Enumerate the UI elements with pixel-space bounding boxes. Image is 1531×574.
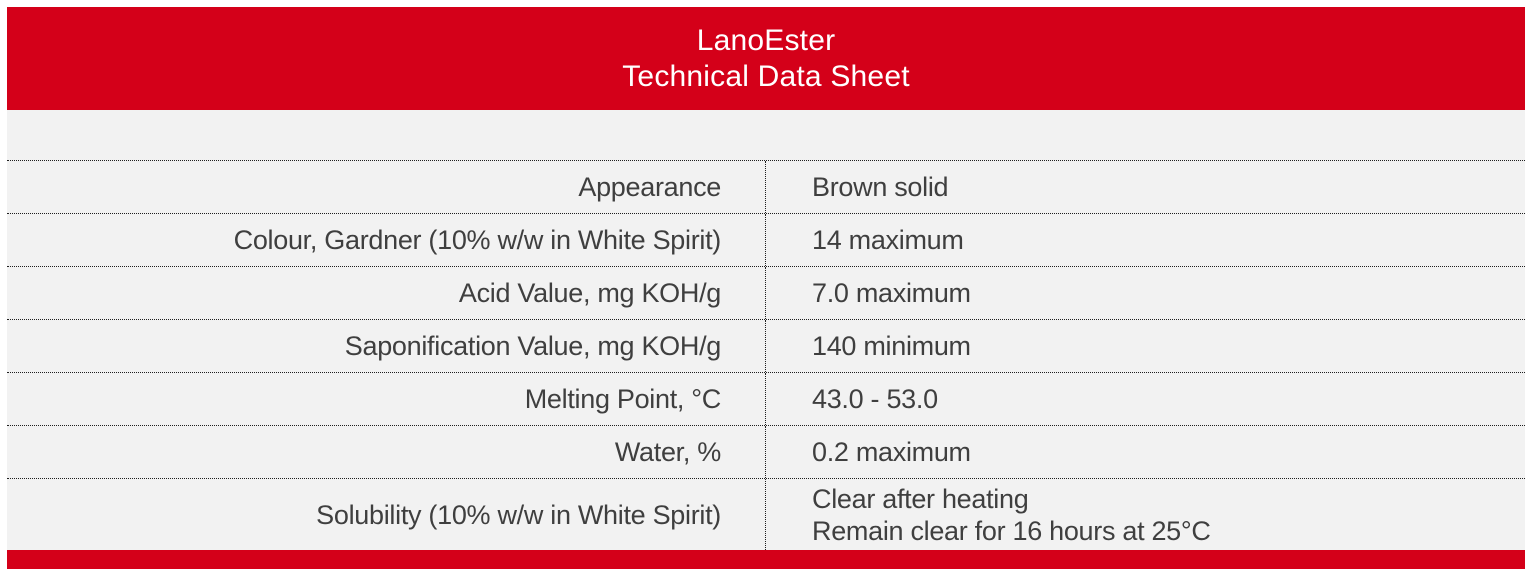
property-cell: Saponification Value, mg KOH/g (7, 320, 766, 372)
property-cell: Colour, Gardner (10% w/w in White Spirit… (7, 214, 766, 266)
value-line: 0.2 maximum (812, 437, 971, 467)
value-line: 7.0 maximum (812, 278, 971, 308)
property-cell: Solubility (10% w/w in White Spirit) (7, 479, 766, 550)
table-spacer-row (7, 110, 1525, 161)
value-cell: 0.2 maximum (766, 426, 1525, 478)
document-title: LanoEster (696, 23, 836, 57)
document-subtitle: Technical Data Sheet (622, 59, 910, 93)
spec-table-body: Appearance Brown solid Colour, Gardner (… (7, 161, 1525, 550)
value-line: Brown solid (812, 172, 949, 202)
value-line: 14 maximum (812, 225, 964, 255)
value-cell: 140 minimum (766, 320, 1525, 372)
property-cell: Acid Value, mg KOH/g (7, 267, 766, 319)
table-row: Melting Point, °C 43.0 - 53.0 (7, 373, 1525, 426)
table-row: Colour, Gardner (10% w/w in White Spirit… (7, 214, 1525, 267)
value-cell: 7.0 maximum (766, 267, 1525, 319)
property-cell: Water, % (7, 426, 766, 478)
value-line: 43.0 - 53.0 (812, 384, 938, 414)
value-line: Remain clear for 16 hours at 25°C (812, 515, 1211, 546)
table-row: Water, % 0.2 maximum (7, 426, 1525, 479)
value-cell: Clear after heating Remain clear for 16 h… (766, 479, 1525, 550)
table-row: Solubility (10% w/w in White Spirit) Cle… (7, 479, 1525, 550)
value-line: Clear after heating (812, 483, 1029, 514)
table-row: Acid Value, mg KOH/g 7.0 maximum (7, 267, 1525, 320)
property-cell: Melting Point, °C (7, 373, 766, 425)
table-row: Appearance Brown solid (7, 161, 1525, 214)
footer-bar (7, 550, 1525, 569)
value-line: 140 minimum (812, 331, 971, 361)
header-banner: LanoEster Technical Data Sheet (7, 7, 1525, 110)
spec-table: Appearance Brown solid Colour, Gardner (… (7, 110, 1525, 550)
value-cell: 43.0 - 53.0 (766, 373, 1525, 425)
table-row: Saponification Value, mg KOH/g 140 minim… (7, 320, 1525, 373)
property-cell: Appearance (7, 161, 766, 213)
value-cell: 14 maximum (766, 214, 1525, 266)
value-cell: Brown solid (766, 161, 1525, 213)
